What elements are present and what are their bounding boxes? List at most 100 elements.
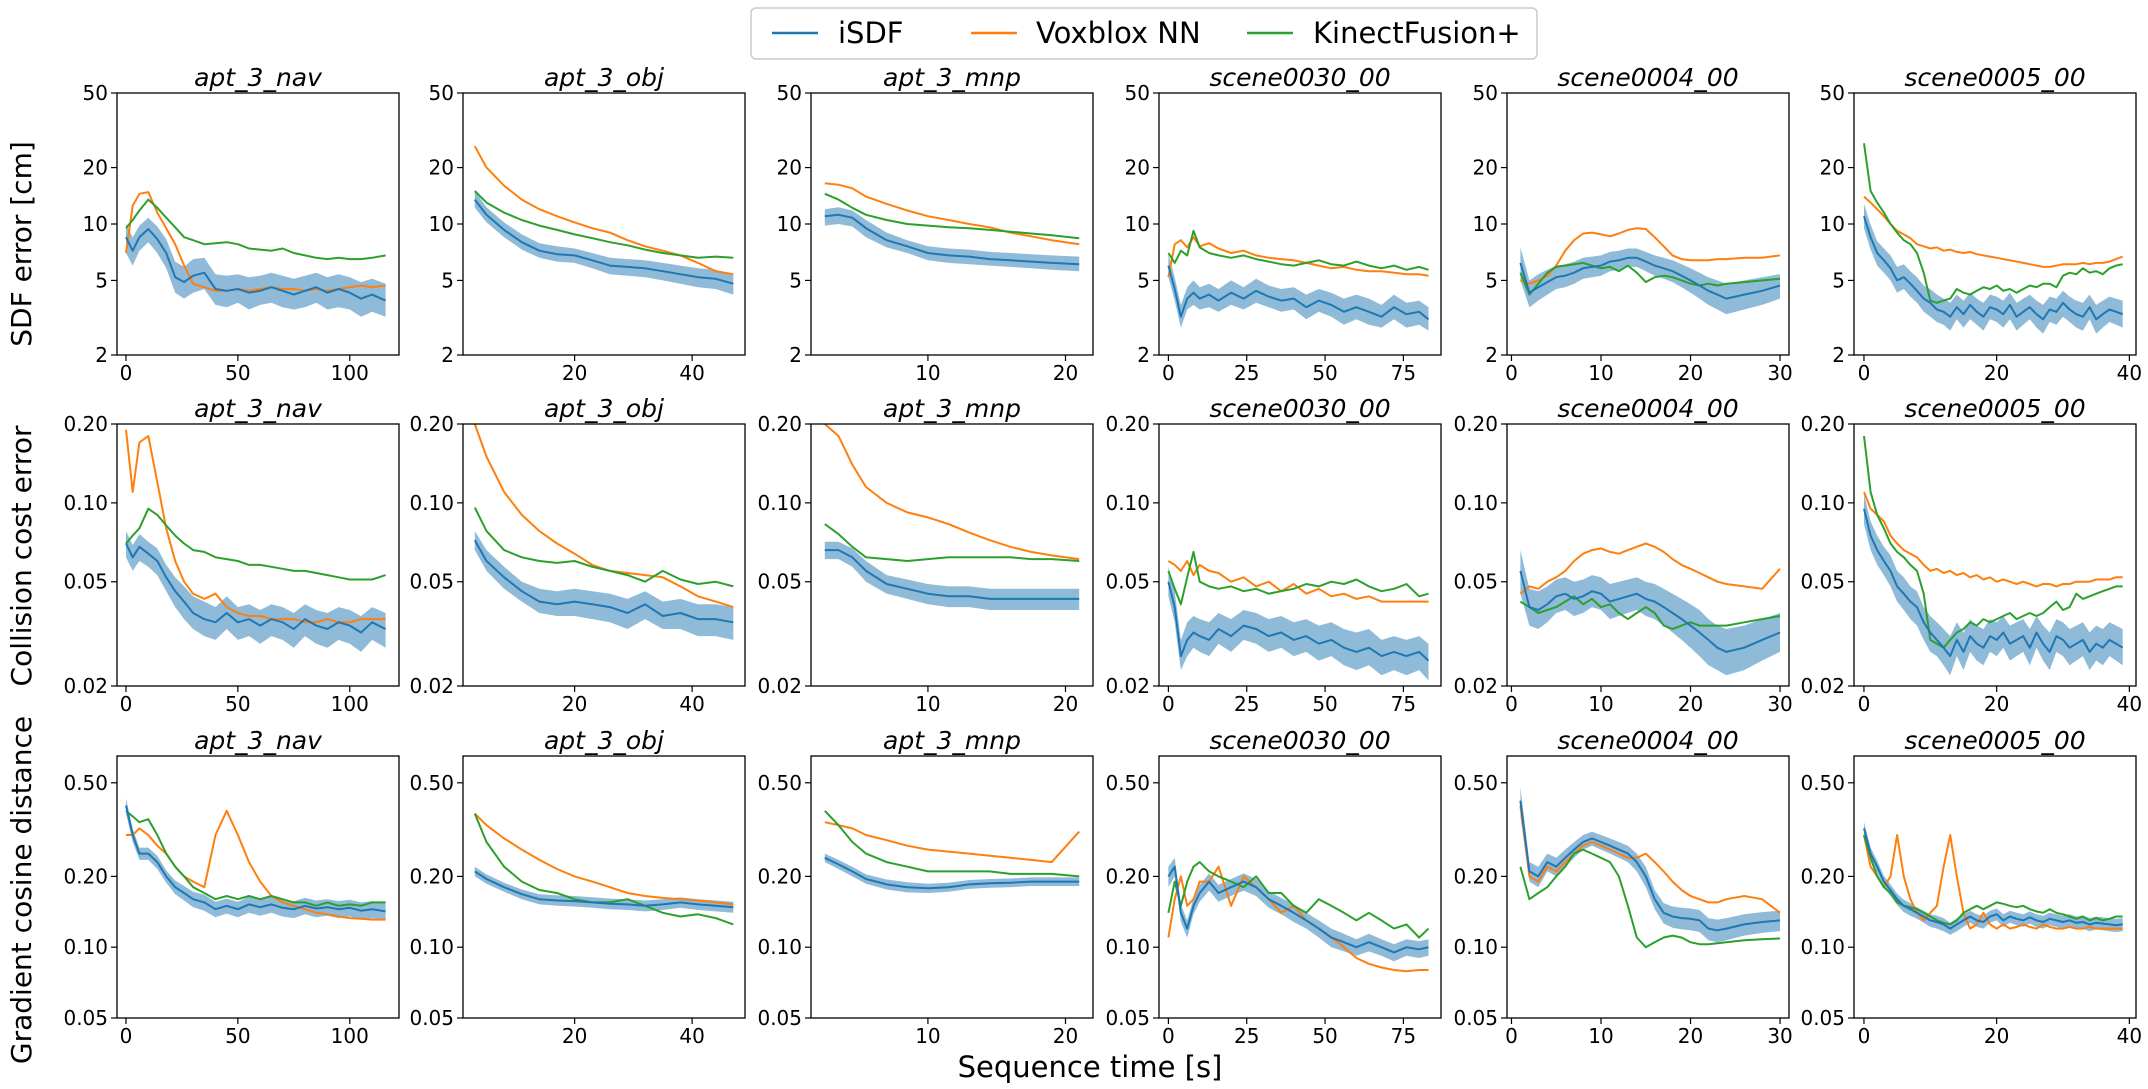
x-tick-label: 20 — [1984, 692, 2009, 716]
panel-r1-c1: 20 40 0.02 0.05 0.10 0.20 apt_3_obj — [409, 394, 746, 716]
x-tick-label: 30 — [1767, 361, 1792, 385]
y-tick-label: 50 — [83, 81, 108, 105]
plot-area — [1507, 93, 1789, 355]
isdf-line — [1519, 800, 1781, 932]
legend-label-isdf: iSDF — [838, 16, 903, 50]
voxblox-line — [1863, 834, 2123, 930]
x-tick-label: 0 — [1162, 692, 1175, 716]
isdf-line — [125, 543, 387, 634]
voxblox-line — [824, 424, 1080, 561]
panel-title: apt_3_obj — [544, 726, 664, 755]
series-group — [824, 424, 1080, 610]
panel-title: scene0004_00 — [1557, 726, 1738, 755]
y-tick-label: 2 — [1485, 343, 1498, 367]
panel-r1-c4: 0 10 20 30 0.02 0.05 0.10 0.20 scene0004_00 — [1453, 394, 1792, 716]
voxblox-line — [1167, 865, 1429, 973]
kinectfusion-line — [473, 507, 734, 588]
isdf-band — [126, 217, 386, 317]
x-tick-label: 75 — [1391, 361, 1416, 385]
y-tick-label: 10 — [83, 212, 108, 236]
y-tick-label: 0.20 — [1800, 412, 1845, 436]
isdf-band — [474, 191, 734, 295]
kinectfusion-line — [125, 810, 386, 907]
y-tick-label: 0.05 — [757, 570, 802, 594]
series-group — [125, 191, 387, 317]
isdf-band — [824, 541, 1080, 610]
panel-title: scene0004_00 — [1557, 63, 1738, 92]
panel-title: scene0005_00 — [1904, 726, 2085, 755]
panel-r0-c4: 0 10 20 30 2 5 10 20 50 scene0004_00 — [1473, 63, 1793, 385]
x-tick-label: 0 — [120, 1024, 133, 1048]
isdf-line — [824, 549, 1080, 600]
y-tick-label: 0.20 — [1453, 412, 1498, 436]
y-tick-label: 0.05 — [1453, 570, 1498, 594]
y-tick-label: 0.02 — [409, 674, 454, 698]
y-tick-label: 0.05 — [63, 570, 108, 594]
x-tick-label: 20 — [1984, 361, 2009, 385]
axes-frame — [1506, 755, 1790, 1019]
series-group — [1863, 822, 2123, 935]
y-tick-label: 0.10 — [1453, 491, 1498, 515]
panel-title: scene0004_00 — [1557, 394, 1738, 423]
y-tick-label: 0.05 — [63, 1006, 108, 1030]
y-tick-label: 0.20 — [63, 412, 108, 436]
y-tick-label: 20 — [1125, 156, 1150, 180]
kinectfusion-line — [1167, 229, 1429, 271]
x-tick-label: 0 — [1505, 692, 1518, 716]
kinectfusion-line — [1167, 550, 1429, 606]
series-group — [1167, 857, 1430, 973]
x-tick-label: 75 — [1391, 1024, 1416, 1048]
x-tick-label: 20 — [562, 1024, 587, 1048]
y-tick-label: 5 — [95, 268, 108, 292]
x-tick-label: 40 — [679, 1024, 704, 1048]
x-tick-label: 0 — [120, 692, 133, 716]
y-tick-label: 50 — [1125, 81, 1150, 105]
isdf-band — [824, 207, 1080, 272]
panel-title: apt_3_mnp — [883, 726, 1021, 755]
isdf-band — [1168, 254, 1429, 331]
panel-r2-c4: 0 10 20 30 0.05 0.10 0.20 0.50 scene0004_00 — [1453, 726, 1792, 1048]
voxblox-line — [1863, 195, 2124, 268]
series-group — [1519, 787, 1781, 949]
row-label-collision-cost-error: Collision cost error — [5, 425, 38, 686]
isdf-line — [125, 805, 386, 913]
y-tick-label: 10 — [1473, 212, 1498, 236]
voxblox-line — [824, 821, 1080, 864]
panel-r1-c5: 0 20 40 0.02 0.05 0.10 0.20 scene0005_00 — [1800, 394, 2142, 716]
axes-frame — [1853, 755, 2137, 1019]
series-group — [1863, 435, 2124, 676]
voxblox-line — [1863, 491, 2123, 588]
kinectfusion-line — [824, 810, 1080, 878]
axes-frame — [1158, 755, 1442, 1019]
panel-title: scene0030_00 — [1209, 726, 1390, 755]
axes-frame — [116, 423, 400, 687]
panel-r2-c1: 20 40 0.05 0.10 0.20 0.50 apt_3_obj — [409, 726, 746, 1048]
x-tick-label: 40 — [679, 361, 704, 385]
panel-r2-c5: 0 20 40 0.05 0.10 0.20 0.50 scene0005_00 — [1800, 726, 2142, 1048]
y-tick-label: 2 — [789, 343, 802, 367]
y-tick-label: 0.05 — [409, 570, 454, 594]
y-tick-label: 0.20 — [409, 412, 454, 436]
panel-r1-c0: 0 50 100 0.02 0.05 0.10 0.20 apt_3_nav — [63, 394, 400, 716]
x-tick-label: 0 — [1505, 361, 1518, 385]
plot-area — [1854, 756, 2136, 1018]
y-tick-label: 0.02 — [1105, 674, 1150, 698]
isdf-line — [1863, 215, 2124, 321]
voxblox-line — [474, 812, 734, 906]
voxblox-line — [824, 182, 1080, 246]
x-tick-label: 20 — [1053, 361, 1078, 385]
panel-r0-c0: 0 50 100 2 5 10 20 50 apt_3_nav — [83, 63, 400, 385]
y-tick-label: 2 — [441, 343, 454, 367]
x-tick-label: 50 — [1312, 1024, 1337, 1048]
isdf-line — [474, 870, 734, 909]
kinectfusion-line — [474, 190, 734, 259]
voxblox-line — [125, 429, 386, 624]
legend-label-voxblox: Voxblox NN — [1036, 16, 1201, 50]
axes-frame — [1853, 423, 2137, 687]
isdf-line — [824, 856, 1080, 890]
isdf-band — [474, 531, 734, 640]
y-tick-label: 2 — [1832, 343, 1845, 367]
y-tick-label: 0.50 — [1453, 771, 1498, 795]
x-tick-label: 20 — [1678, 361, 1703, 385]
